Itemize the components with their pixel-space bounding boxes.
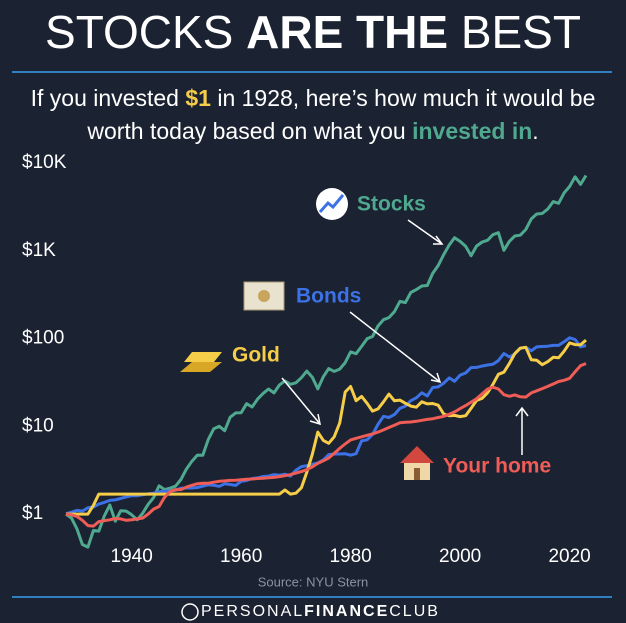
y-tick-label: $10K	[22, 152, 67, 173]
subtitle: If you invested $1 in 1928, here’s how m…	[31, 85, 596, 111]
x-tick-label: 1960	[220, 546, 262, 567]
title-part: BEST	[461, 6, 581, 58]
subtitle-part: If you invested	[31, 85, 186, 111]
plot-area: $1 $10 $100 $1K $10K 1940 1960 1980 2000 2020	[22, 152, 591, 567]
x-tick-label: 1940	[111, 546, 153, 567]
gold-icon	[180, 352, 222, 372]
subtitle-part: worth today based on what you	[86, 118, 412, 144]
series-label: Stocks	[357, 193, 426, 216]
y-tick-label: $1K	[22, 240, 56, 261]
bonds-icon	[243, 281, 285, 311]
brand-logo	[181, 603, 199, 621]
subtitle-part: in 1928, here’s how much it would be	[211, 85, 595, 111]
series-label: Bonds	[296, 285, 361, 308]
brand-part: PERSONAL	[201, 603, 304, 620]
subtitle-part: invested in	[412, 118, 532, 144]
brand-part: CLUB	[389, 603, 440, 620]
y-tick-label: $100	[22, 328, 64, 349]
source: Source: NYU Stern	[258, 574, 369, 589]
series-line	[65, 174, 588, 549]
series-line	[65, 362, 587, 528]
arrows	[281, 219, 529, 455]
stocks-icon	[316, 188, 348, 220]
y-tick-label: $10	[22, 415, 54, 436]
subtitle: worth today based on what you invested i…	[86, 118, 538, 144]
x-tick-label: 2020	[548, 546, 590, 567]
brand: PERSONALFINANCECLUB	[201, 603, 440, 620]
subtitle-part: .	[532, 118, 538, 144]
series-line	[66, 338, 587, 516]
home-icon	[400, 446, 434, 480]
subtitle-part: $1	[185, 85, 211, 111]
chart-title: STOCKS ARE THE BEST	[45, 6, 581, 58]
series-label: Gold	[232, 344, 280, 367]
series-label: Your home	[443, 455, 551, 478]
title-part: STOCKS	[45, 6, 233, 58]
title-part: ARE THE	[246, 6, 448, 58]
x-tick-label: 1980	[329, 546, 371, 567]
brand-part: FINANCE	[304, 603, 389, 620]
y-tick-label: $1	[22, 503, 43, 524]
x-tick-label: 2000	[439, 546, 481, 567]
